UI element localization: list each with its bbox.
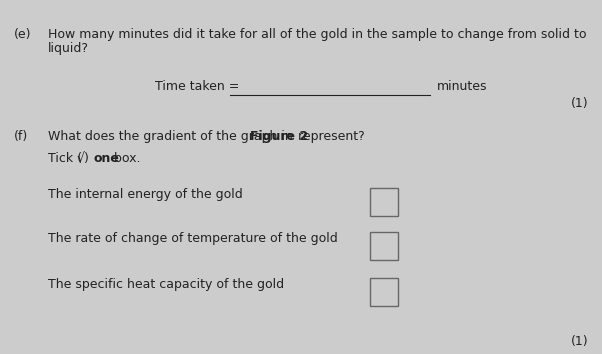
Text: (e): (e) bbox=[14, 28, 31, 41]
Text: (1): (1) bbox=[570, 97, 588, 110]
Bar bbox=[370, 278, 398, 306]
Text: √: √ bbox=[77, 152, 85, 165]
Text: ): ) bbox=[84, 152, 93, 165]
Text: liquid?: liquid? bbox=[48, 42, 89, 55]
Text: (f): (f) bbox=[14, 130, 28, 143]
Text: represent?: represent? bbox=[294, 130, 365, 143]
Text: The internal energy of the gold: The internal energy of the gold bbox=[48, 188, 243, 201]
Text: Time taken =: Time taken = bbox=[155, 80, 243, 93]
Text: The specific heat capacity of the gold: The specific heat capacity of the gold bbox=[48, 278, 284, 291]
Text: Tick (: Tick ( bbox=[48, 152, 82, 165]
Text: box.: box. bbox=[110, 152, 140, 165]
Text: (1): (1) bbox=[570, 335, 588, 348]
Text: How many minutes did it take for all of the gold in the sample to change from so: How many minutes did it take for all of … bbox=[48, 28, 586, 41]
Bar bbox=[370, 188, 398, 216]
Text: one: one bbox=[93, 152, 119, 165]
Text: What does the gradient of the graph in: What does the gradient of the graph in bbox=[48, 130, 297, 143]
Text: The rate of change of temperature of the gold: The rate of change of temperature of the… bbox=[48, 232, 338, 245]
Bar bbox=[370, 232, 398, 260]
Text: Figure 2: Figure 2 bbox=[250, 130, 308, 143]
Text: minutes: minutes bbox=[437, 80, 488, 93]
